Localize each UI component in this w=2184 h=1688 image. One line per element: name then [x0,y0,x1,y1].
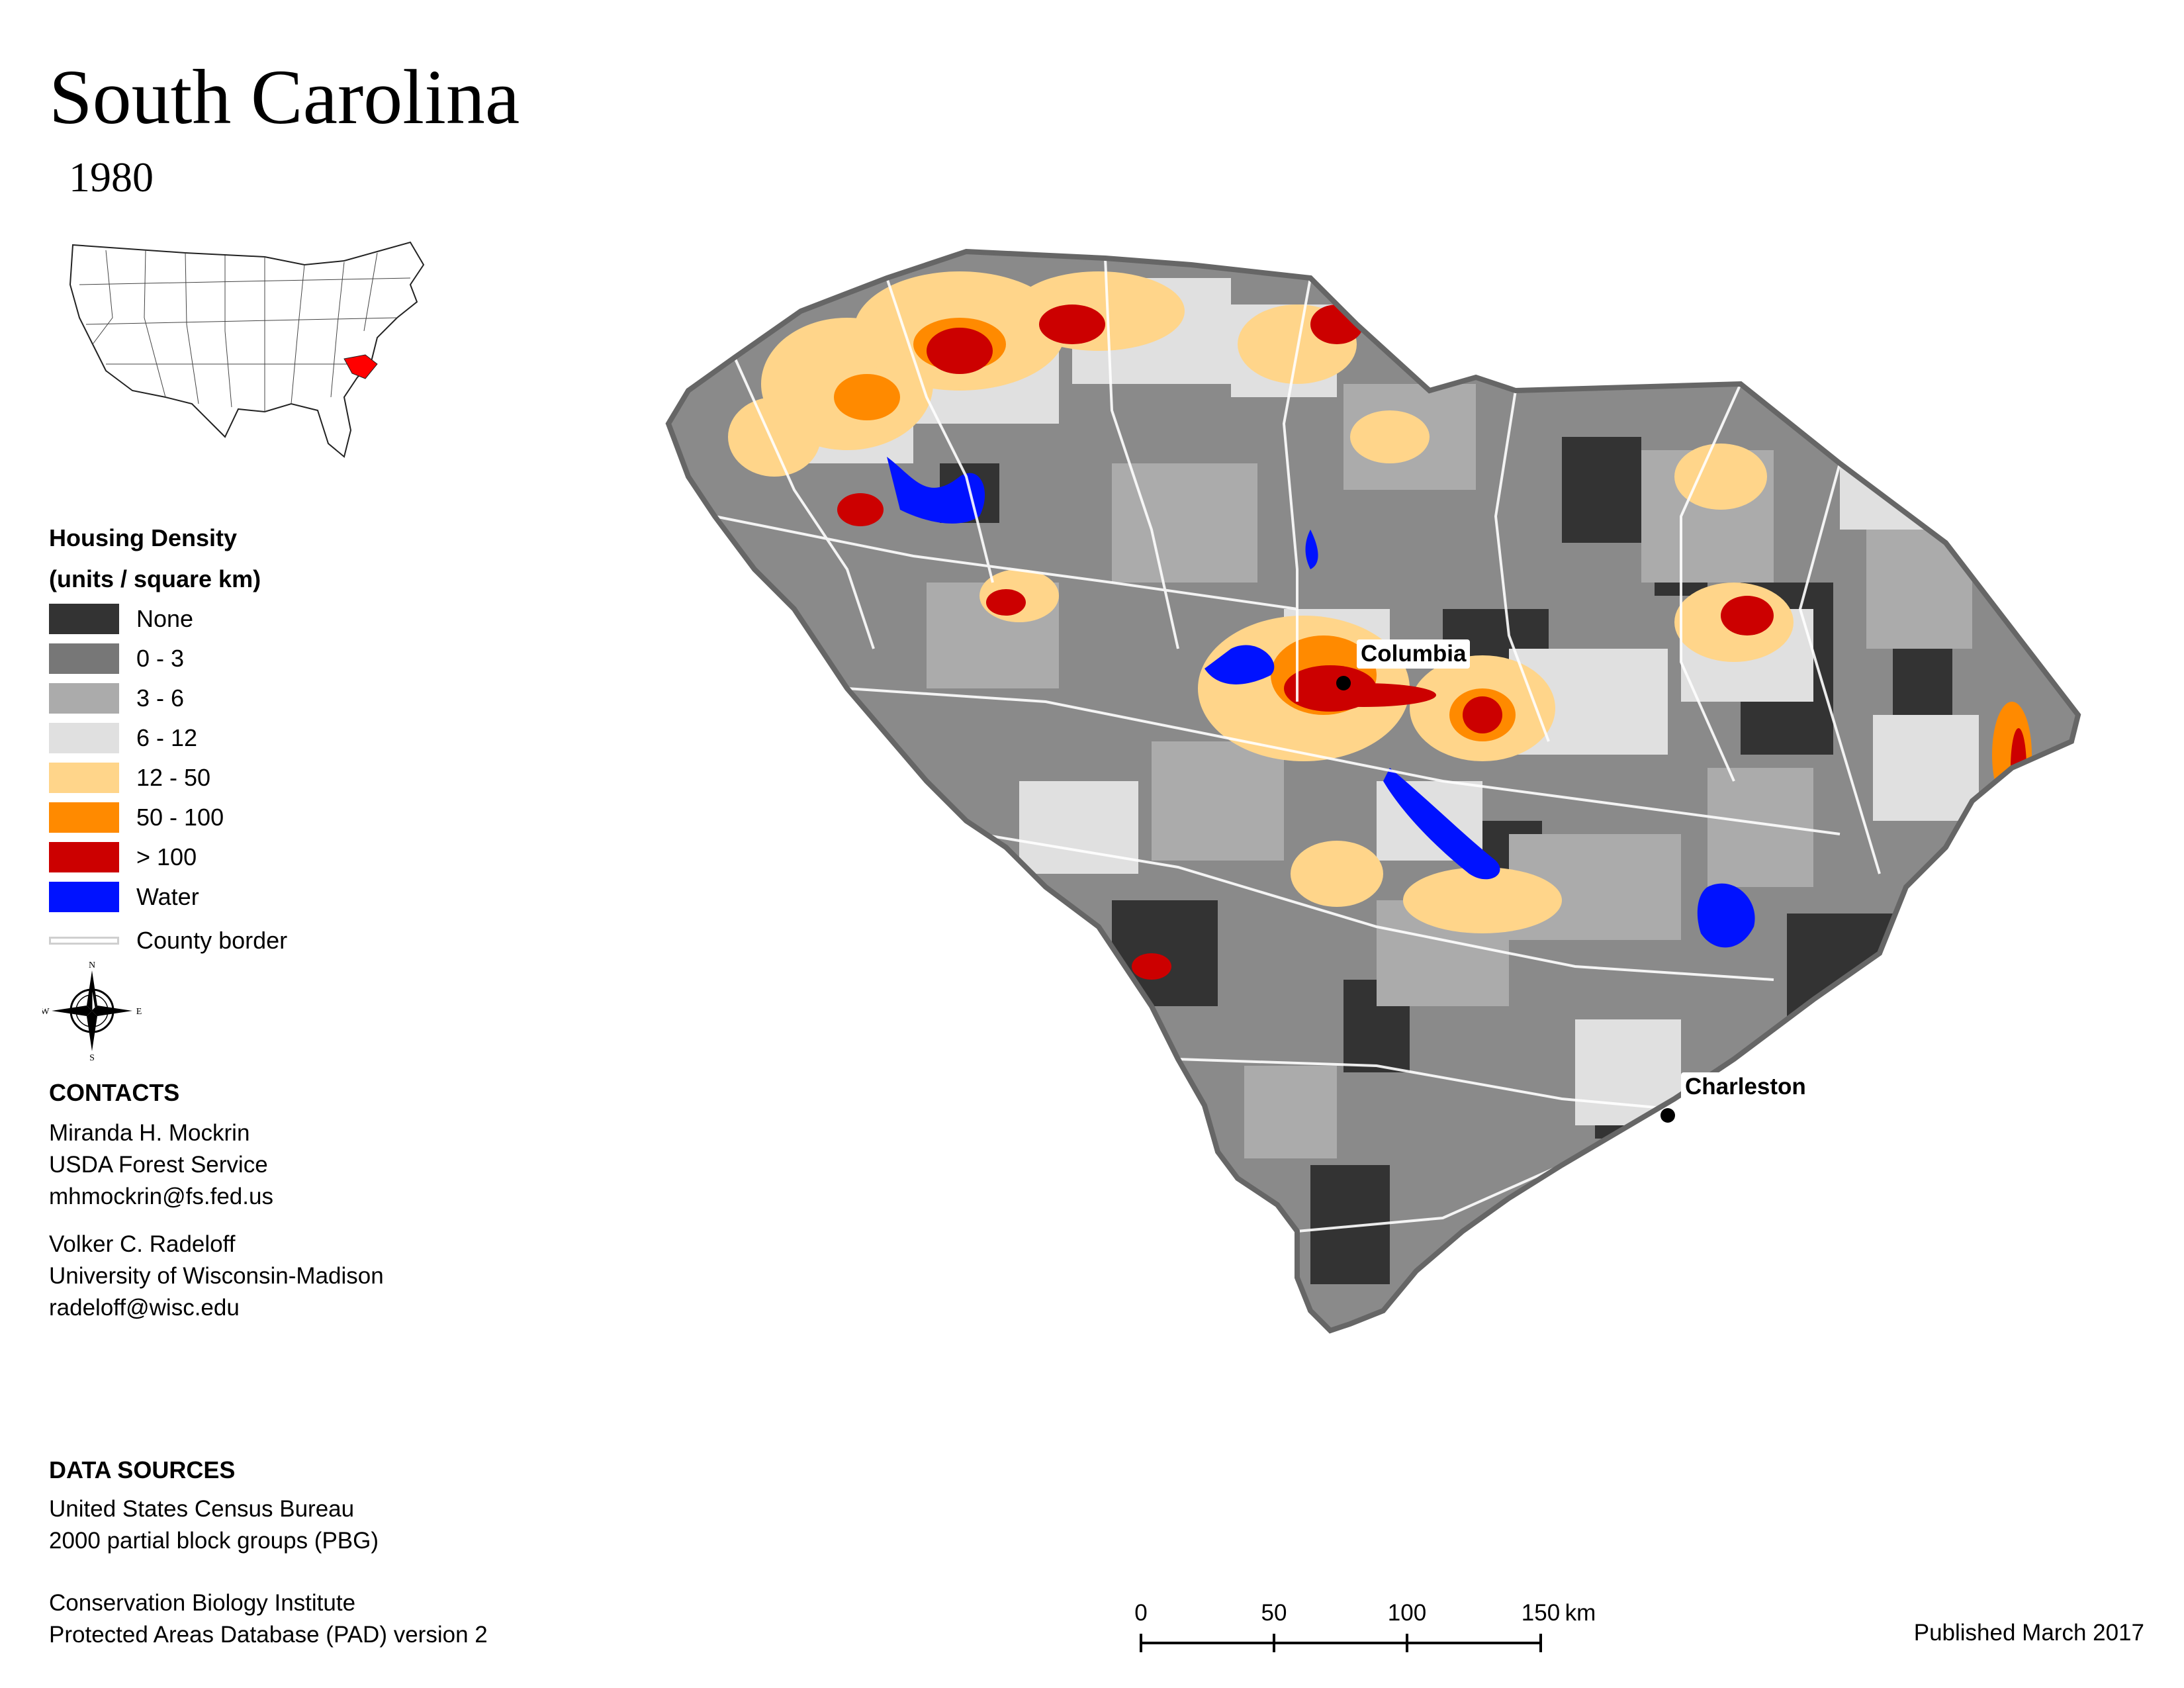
source1-line1: United States Census Bureau [49,1496,355,1522]
legend-title: Housing Density (units / square km) [49,518,261,600]
legend-swatch [49,763,119,793]
legend-swatch [49,723,119,753]
legend-label: 50 - 100 [136,804,224,831]
contact2-name: Volker C. Radeloff [49,1231,236,1257]
legend-swatch [49,643,119,674]
legend-swatch [49,604,119,634]
legend-county-border: County border [49,924,287,957]
charleston-marker [1661,1108,1675,1123]
contact2-email[interactable]: radeloff@wisc.edu [49,1295,240,1321]
legend-item: 0 - 3 [49,642,184,675]
contact1-name: Miranda H. Mockrin [49,1120,250,1146]
legend-label: None [136,605,194,632]
legend-item: 50 - 100 [49,801,224,834]
source2-line1: Conservation Biology Institute [49,1590,356,1616]
data-sources-heading: DATA SOURCES [49,1456,236,1483]
scale-label-50: 50 [1261,1600,1287,1626]
legend-item: 6 - 12 [49,722,197,755]
contact2-org: University of Wisconsin-Madison [49,1263,384,1289]
scale-label-0: 0 [1134,1600,1147,1626]
source1-line2: 2000 partial block groups (PBG) [49,1528,379,1554]
legend-label: County border [136,927,288,954]
compass-e: E [136,1007,142,1017]
us-outline [69,241,425,458]
scale-label-100: 100 [1388,1600,1426,1626]
legend-item: > 100 [49,841,197,874]
legend-title-line2: (units / square km) [49,565,261,592]
county-border-swatch [49,937,119,945]
compass-w: W [42,1007,50,1017]
scale-unit: km [1565,1600,1596,1626]
published-date: Published March 2017 [1913,1620,2144,1646]
legend-title-line1: Housing Density [49,524,238,551]
legend-item: 3 - 6 [49,682,184,715]
source2-line2: Protected Areas Database (PAD) version 2 [49,1622,488,1648]
legend-item: Water [49,880,199,914]
us-locator-map [69,241,425,458]
legend-item: None [49,602,193,635]
compass-n: N [89,961,95,970]
scale-bar: 0 50 100 150 km [1134,1600,1596,1652]
legend-label: 6 - 12 [136,724,198,751]
legend-swatch [49,802,119,833]
city-label-columbia: Columbia [1357,639,1471,669]
legend-label: 3 - 6 [136,684,185,712]
county-borders [714,258,1881,1233]
compass-rose-icon: N S E W [42,961,142,1060]
columbia-marker [1336,676,1351,690]
state-housing-density-map [649,238,2105,1383]
legend-label: > 100 [136,843,197,870]
legend-swatch [49,683,119,714]
map-title: South Carolina [49,54,520,140]
legend-label: 12 - 50 [136,764,211,791]
legend-label: 0 - 3 [136,645,185,672]
city-label-charleston: Charleston [1681,1072,1810,1102]
contact1-org: USDA Forest Service [49,1152,268,1178]
contacts-heading: CONTACTS [49,1079,180,1106]
legend-item: 12 - 50 [49,761,210,794]
legend-swatch [49,882,119,912]
compass-s: S [89,1053,95,1060]
south-carolina-highlight [343,354,378,379]
map-year: 1980 [69,154,154,201]
contact1-email[interactable]: mhmockrin@fs.fed.us [49,1184,273,1209]
scale-label-150: 150 [1522,1600,1560,1626]
legend-swatch [49,842,119,872]
legend-label: Water [136,883,199,910]
